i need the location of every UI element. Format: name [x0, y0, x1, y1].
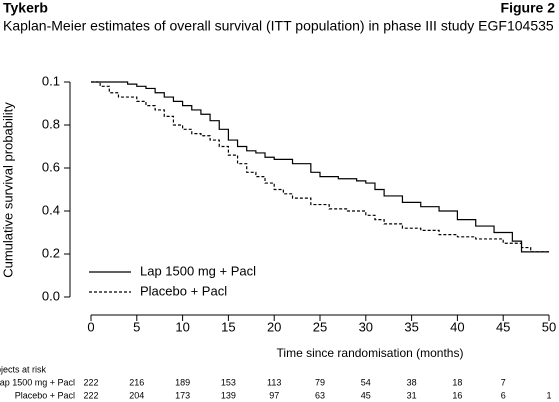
x-tick-label: 20 — [267, 319, 281, 334]
risk-count: 38 — [407, 377, 417, 387]
x-tick-label: 35 — [404, 319, 418, 334]
risk-count: 79 — [315, 377, 325, 387]
risk-count: 1 — [546, 390, 551, 400]
y-tick-label: 0.0 — [42, 288, 60, 303]
risk-count: 6 — [501, 390, 506, 400]
x-tick-label: 15 — [221, 319, 235, 334]
risk-row-label: Lap 1500 mg + Pacl — [0, 377, 75, 387]
risk-count: 173 — [175, 390, 190, 400]
x-tick-label: 30 — [359, 319, 373, 334]
chart-title: Tykerb — [3, 0, 48, 16]
risk-count: 54 — [361, 377, 371, 387]
x-axis-label: Time since randomisation (months) — [277, 346, 464, 360]
x-tick-label: 50 — [542, 319, 556, 334]
risk-count: 97 — [269, 390, 279, 400]
risk-count: 18 — [452, 377, 462, 387]
legend-label: Placebo + Pacl — [140, 283, 227, 298]
risk-count: 31 — [407, 390, 417, 400]
survival-curve — [91, 81, 549, 253]
figure-label: Figure 2 — [501, 0, 556, 16]
risk-count: 7 — [501, 377, 506, 387]
x-tick-label: 25 — [313, 319, 327, 334]
y-tick-label: 0.6 — [42, 159, 60, 174]
risk-count: 216 — [129, 377, 144, 387]
risk-count: 16 — [452, 390, 462, 400]
y-tick-label: 0.2 — [42, 245, 60, 260]
legend-label: Lap 1500 mg + Pacl — [140, 263, 256, 278]
risk-count: 189 — [175, 377, 190, 387]
y-axis-label: Cumulative survival probability — [0, 102, 15, 278]
x-tick-label: 5 — [133, 319, 140, 334]
x-tick-label: 45 — [496, 319, 510, 334]
risk-count: 45 — [361, 390, 371, 400]
x-tick-label: 0 — [87, 319, 94, 334]
risk-count: 153 — [221, 377, 236, 387]
risk-count: 63 — [315, 390, 325, 400]
y-tick-label: 0.8 — [42, 116, 60, 131]
risk-count: 222 — [83, 377, 98, 387]
x-tick-label: 40 — [450, 319, 464, 334]
risk-row-label: Placebo + Pacl — [15, 390, 75, 400]
risk-count: 222 — [83, 390, 98, 400]
y-tick-label: 0.1 — [42, 73, 60, 88]
survival-curve — [91, 81, 549, 253]
y-tick-label: 0.4 — [42, 202, 60, 217]
x-tick-label: 10 — [175, 319, 189, 334]
chart-subtitle: Kaplan-Meier estimates of overall surviv… — [3, 18, 554, 34]
risk-table-title: Subjects at risk — [0, 364, 46, 374]
risk-count: 139 — [221, 390, 236, 400]
risk-count: 204 — [129, 390, 144, 400]
risk-count: 113 — [267, 377, 281, 387]
